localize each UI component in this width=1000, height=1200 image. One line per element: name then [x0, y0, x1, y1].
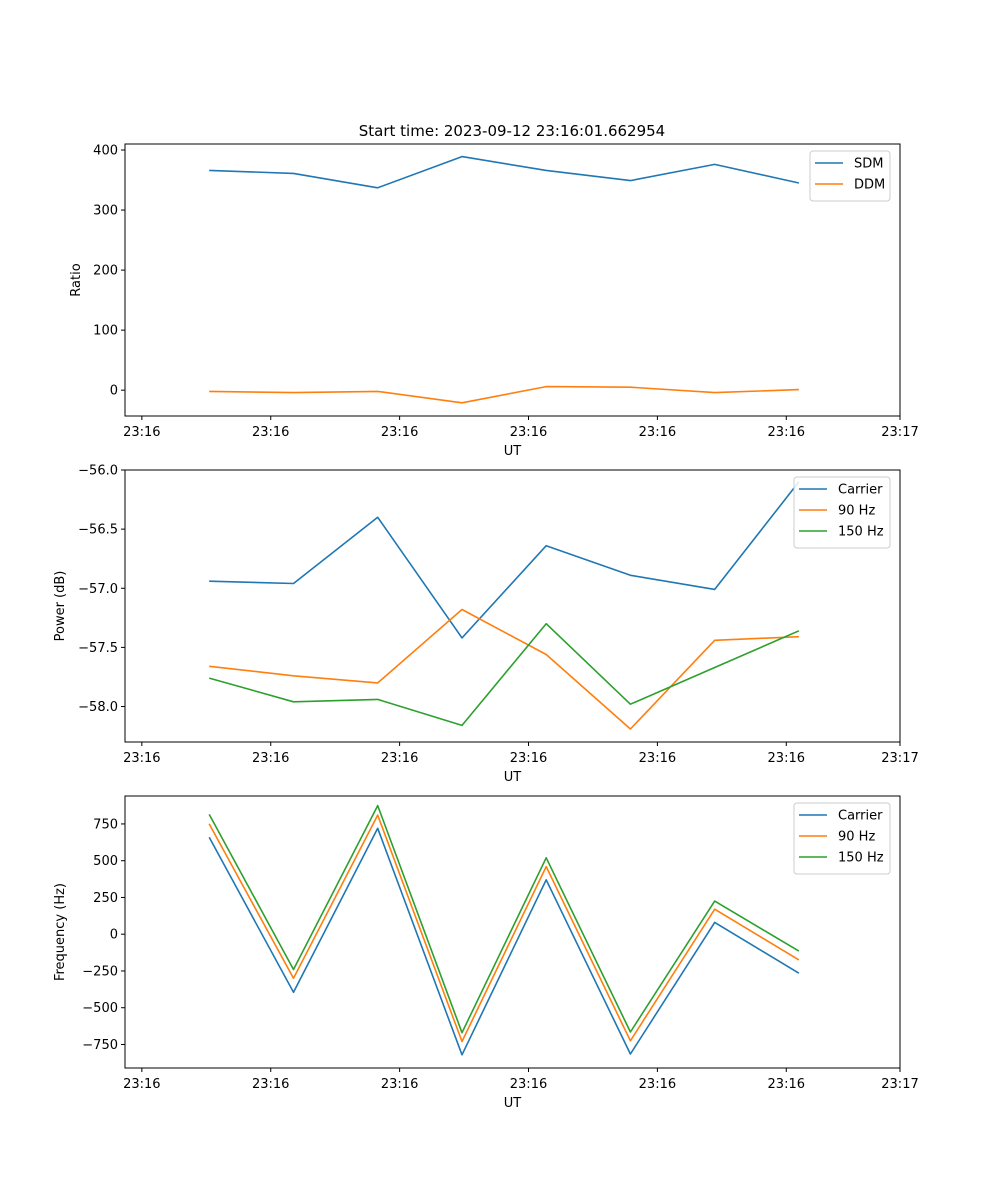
frequency-x-axis-label: UT — [504, 1096, 522, 1111]
y-tick-label: 0 — [110, 384, 118, 399]
y-tick-label: −58.0 — [78, 700, 118, 715]
y-tick-label: 100 — [93, 324, 118, 339]
x-tick-label: 23:16 — [381, 751, 418, 766]
x-tick-label: 23:16 — [510, 425, 547, 440]
ratio-axes-frame — [124, 143, 901, 417]
y-tick-label: 200 — [93, 264, 118, 279]
frequency-series-90-hz-line — [208, 814, 800, 1043]
power-series-carrier-line — [209, 481, 800, 639]
ratio-x-axis-label: UT — [504, 444, 522, 459]
x-tick-label: 23:16 — [252, 1077, 289, 1092]
y-tick-label: −57.0 — [78, 582, 118, 597]
x-tick-label: 23:16 — [639, 425, 676, 440]
ratio-series-ddm-line — [209, 385, 799, 404]
frequency-y-axis-label: Frequency (Hz) — [53, 883, 68, 981]
x-tick-label: 23:16 — [381, 425, 418, 440]
x-tick-label: 23:16 — [510, 1077, 547, 1092]
y-tick-label: 750 — [93, 817, 118, 832]
ratio-panel: 23:16 23:16 23:16 23:16 23:16 23:16 23:17 0 100 2… — [69, 143, 919, 459]
ratio-series-sdm-line — [209, 155, 800, 189]
x-tick-label: 23:16 — [510, 751, 547, 766]
x-tick-label: 23:17 — [881, 425, 918, 440]
legend-label-150-hz: 150 Hz — [838, 851, 884, 866]
x-tick-label: 23:16 — [768, 1077, 805, 1092]
legend-label-90-hz: 90 Hz — [838, 504, 875, 519]
x-tick-label: 23:16 — [123, 1077, 160, 1092]
x-tick-label: 23:16 — [123, 425, 160, 440]
power-x-axis-label: UT — [504, 770, 522, 785]
legend-label-sdm: SDM — [854, 157, 883, 172]
power-panel: 23:16 23:16 23:16 23:16 23:16 23:16 23:17 −58.0… — [53, 464, 919, 786]
y-tick-label: −57.5 — [78, 641, 118, 656]
legend-label-ddm: DDM — [854, 178, 885, 193]
figure-title: Start time: 2023-09-12 23:16:01.662954 — [359, 122, 665, 140]
frequency-axes-frame — [124, 795, 901, 1069]
y-tick-label: −56.0 — [78, 464, 118, 479]
x-tick-label: 23:16 — [768, 751, 805, 766]
legend-label-90-hz: 90 Hz — [838, 830, 875, 845]
ratio-y-axis-label: Ratio — [69, 263, 84, 296]
x-tick-label: 23:16 — [381, 1077, 418, 1092]
y-tick-label: 250 — [93, 891, 118, 906]
x-tick-label: 23:16 — [252, 425, 289, 440]
y-tick-label: 400 — [93, 144, 118, 159]
y-tick-label: −56.5 — [78, 523, 118, 538]
y-tick-label: 0 — [110, 928, 118, 943]
frequency-panel: 23:16 23:16 23:16 23:16 23:16 23:16 23:17 −750 −… — [53, 795, 919, 1111]
frequency-series-150-hz-line — [208, 804, 800, 1034]
y-tick-label: 300 — [93, 204, 118, 219]
x-tick-label: 23:16 — [252, 751, 289, 766]
power-series-90-hz-line — [209, 608, 799, 730]
x-tick-label: 23:16 — [639, 1077, 676, 1092]
x-tick-label: 23:16 — [639, 751, 676, 766]
power-axes-frame — [124, 469, 901, 743]
legend-label-carrier: Carrier — [838, 809, 883, 824]
y-tick-label: −750 — [82, 1038, 118, 1053]
y-tick-label: −500 — [82, 1001, 118, 1016]
power-series-150-hz-line — [208, 622, 800, 727]
x-tick-label: 23:16 — [123, 751, 160, 766]
x-tick-label: 23:17 — [881, 751, 918, 766]
frequency-series-carrier-line — [208, 827, 800, 1056]
legend-label-carrier: Carrier — [838, 483, 883, 498]
legend-label-150-hz: 150 Hz — [838, 525, 884, 540]
y-tick-label: −250 — [82, 964, 118, 979]
x-tick-label: 23:16 — [768, 425, 805, 440]
power-y-axis-label: Power (dB) — [53, 571, 68, 642]
x-tick-label: 23:17 — [881, 1077, 918, 1092]
y-tick-label: 500 — [93, 854, 118, 869]
